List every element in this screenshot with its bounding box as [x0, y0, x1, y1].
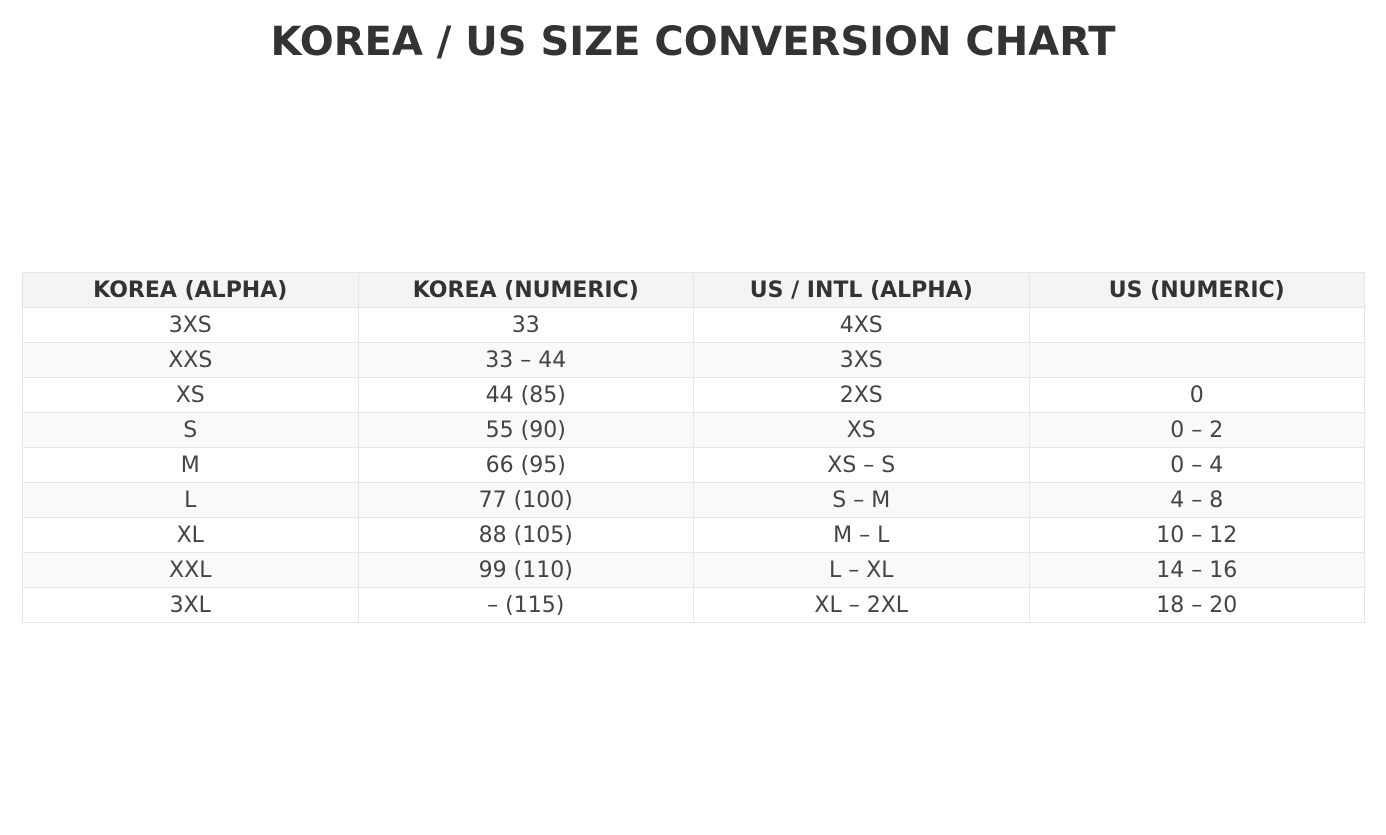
- table-cell: L – XL: [693, 552, 1030, 588]
- table-cell: 88 (105): [357, 517, 694, 553]
- table-body: 3XS 33 4XS XXS 33 – 44 3XS XS 44 (85) 2XS 0 S 55 (9…: [22, 307, 1365, 623]
- size-conversion-table: KOREA (ALPHA) KOREA (NUMERIC) US / INTL (A…: [22, 272, 1365, 623]
- table-cell: 77 (100): [357, 482, 694, 518]
- table-row: XXS 33 – 44 3XS: [22, 342, 1365, 378]
- table-cell: [1028, 307, 1365, 343]
- table-cell: XXL: [22, 552, 359, 588]
- table-cell: S: [22, 412, 359, 448]
- table-cell: S – M: [693, 482, 1030, 518]
- column-header: KOREA (NUMERIC): [357, 272, 694, 308]
- table-cell: XXS: [22, 342, 359, 378]
- table-cell: 3XL: [22, 587, 359, 623]
- table-cell: 44 (85): [357, 377, 694, 413]
- table-cell: XL – 2XL: [693, 587, 1030, 623]
- table-cell: 33: [357, 307, 694, 343]
- table-cell: 2XS: [693, 377, 1030, 413]
- table-cell: XL: [22, 517, 359, 553]
- table-cell: 55 (90): [357, 412, 694, 448]
- table-cell: XS – S: [693, 447, 1030, 483]
- table-cell: – (115): [357, 587, 694, 623]
- table-row: 3XL – (115) XL – 2XL 18 – 20: [22, 587, 1365, 623]
- table-cell: 10 – 12: [1028, 517, 1365, 553]
- chart-title: KOREA / US SIZE CONVERSION CHART: [270, 19, 1116, 65]
- column-header: US (NUMERIC): [1028, 272, 1365, 308]
- table-cell: 0 – 4: [1028, 447, 1365, 483]
- table-cell: M: [22, 447, 359, 483]
- table-cell: 0: [1028, 377, 1365, 413]
- table-cell: 99 (110): [357, 552, 694, 588]
- table-cell: 3XS: [22, 307, 359, 343]
- table-cell: 4 – 8: [1028, 482, 1365, 518]
- table-row: S 55 (90) XS 0 – 2: [22, 412, 1365, 448]
- table-cell: XS: [693, 412, 1030, 448]
- table-cell: L: [22, 482, 359, 518]
- table-cell: 3XS: [693, 342, 1030, 378]
- table-row: XXL 99 (110) L – XL 14 – 16: [22, 552, 1365, 588]
- header-row: KOREA (ALPHA) KOREA (NUMERIC) US / INTL (A…: [22, 272, 1365, 308]
- table-cell: 0 – 2: [1028, 412, 1365, 448]
- table-cell: M – L: [693, 517, 1030, 553]
- table-cell: XS: [22, 377, 359, 413]
- column-header: US / INTL (ALPHA): [693, 272, 1030, 308]
- table-cell: 33 – 44: [357, 342, 694, 378]
- table-cell: [1028, 342, 1365, 378]
- table-cell: 14 – 16: [1028, 552, 1365, 588]
- column-header: KOREA (ALPHA): [22, 272, 359, 308]
- table-row: XL 88 (105) M – L 10 – 12: [22, 517, 1365, 553]
- table-row: XS 44 (85) 2XS 0: [22, 377, 1365, 413]
- table-cell: 4XS: [693, 307, 1030, 343]
- table-row: 3XS 33 4XS: [22, 307, 1365, 343]
- table-cell: 66 (95): [357, 447, 694, 483]
- table-cell: 18 – 20: [1028, 587, 1365, 623]
